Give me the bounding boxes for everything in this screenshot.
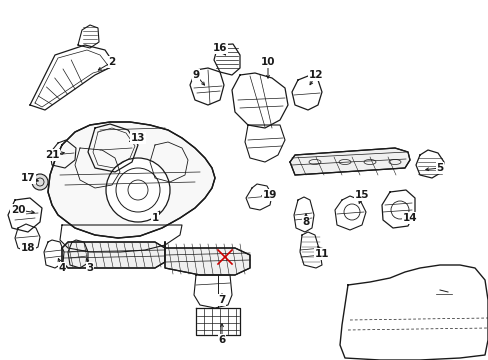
Polygon shape xyxy=(48,122,215,238)
Text: 4: 4 xyxy=(58,263,65,273)
Text: 20: 20 xyxy=(11,205,25,215)
Text: 14: 14 xyxy=(402,213,416,223)
Polygon shape xyxy=(62,242,164,268)
Circle shape xyxy=(106,158,170,222)
Text: 5: 5 xyxy=(435,163,443,173)
Text: 3: 3 xyxy=(86,263,93,273)
Text: 16: 16 xyxy=(212,43,227,53)
Text: 19: 19 xyxy=(262,190,277,200)
Text: 21: 21 xyxy=(45,150,59,160)
Text: 6: 6 xyxy=(218,335,225,345)
Polygon shape xyxy=(164,242,249,275)
Text: 12: 12 xyxy=(308,70,323,80)
Text: 15: 15 xyxy=(354,190,368,200)
Text: 1: 1 xyxy=(151,213,158,223)
Circle shape xyxy=(32,174,48,190)
Polygon shape xyxy=(289,148,409,175)
Text: 18: 18 xyxy=(20,243,35,253)
Text: 13: 13 xyxy=(130,133,145,143)
Text: 11: 11 xyxy=(314,249,328,259)
Text: 9: 9 xyxy=(192,70,199,80)
Text: 10: 10 xyxy=(260,57,275,67)
Text: 8: 8 xyxy=(302,217,309,227)
Text: 7: 7 xyxy=(218,295,225,305)
Text: 2: 2 xyxy=(108,57,115,67)
Text: 17: 17 xyxy=(20,173,35,183)
